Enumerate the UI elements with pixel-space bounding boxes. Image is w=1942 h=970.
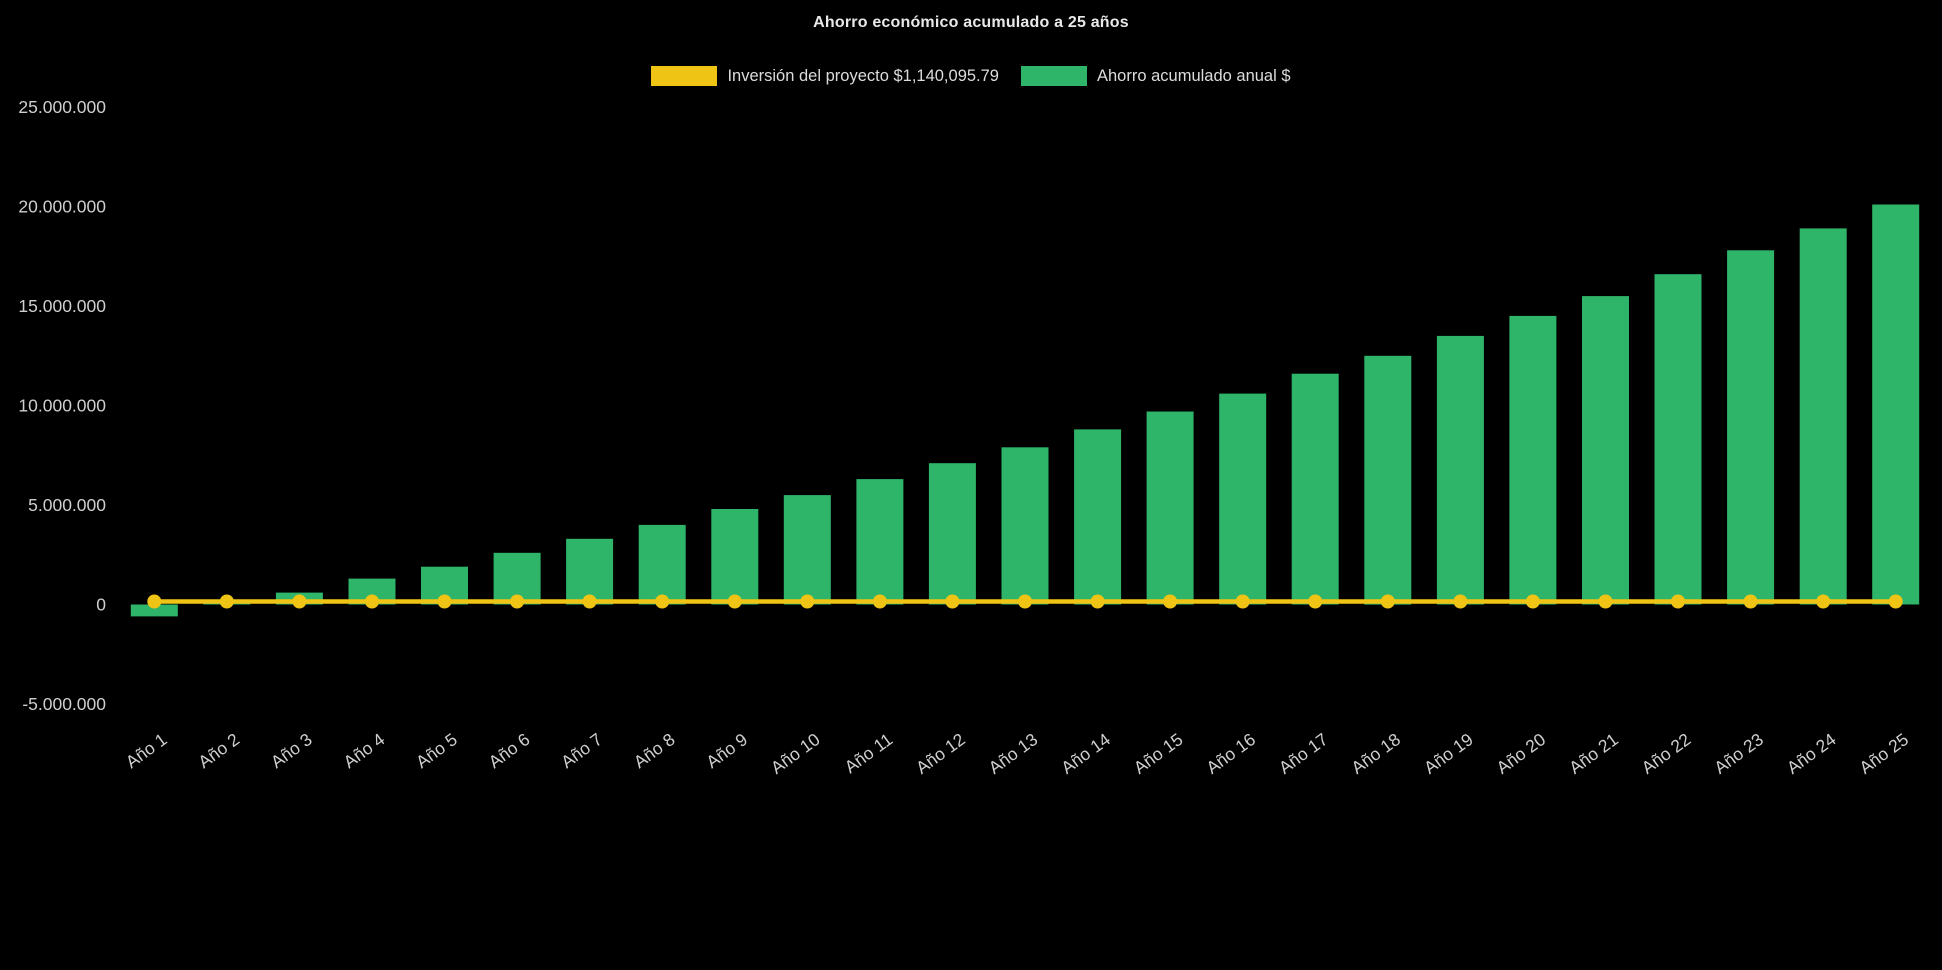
investment-point-año-22 <box>1671 594 1685 609</box>
x-tick-año-2: Año 2 <box>194 729 243 772</box>
x-tick-año-11: Año 11 <box>841 729 897 777</box>
bar-año-15 <box>1146 411 1194 605</box>
x-tick-año-10: Año 10 <box>767 729 824 778</box>
y-tick-10000000: 10.000.000 <box>18 396 106 416</box>
x-tick-año-3: Año 3 <box>267 729 316 772</box>
bar-año-7 <box>566 538 614 605</box>
y-tick-15000000: 15.000.000 <box>18 296 106 316</box>
x-tick-año-23: Año 23 <box>1710 729 1767 778</box>
investment-point-año-20 <box>1525 594 1540 609</box>
bar-año-18 <box>1364 355 1412 605</box>
investment-point-año-16 <box>1235 594 1250 609</box>
legend-swatch-ahorro <box>1020 66 1087 86</box>
x-tick-año-24: Año 24 <box>1783 729 1840 778</box>
bar-año-1 <box>130 604 178 617</box>
y-tick--5000000: -5.000.000 <box>22 694 106 714</box>
bar-año-25 <box>1872 204 1920 605</box>
investment-point-año-8 <box>655 594 670 609</box>
x-tick-año-18: Año 18 <box>1348 729 1405 778</box>
investment-point-año-17 <box>1308 594 1323 609</box>
legend-label-ahorro: Ahorro acumulado anual $ <box>1096 66 1291 85</box>
y-tick-20000000: 20.000.000 <box>18 197 106 217</box>
investment-point-año-21 <box>1598 594 1613 609</box>
bar-año-8 <box>638 524 686 605</box>
x-tick-año-20: Año 20 <box>1493 729 1550 778</box>
legend-item-ahorro[interactable]: Ahorro acumulado anual $ <box>1020 66 1291 86</box>
bar-año-22 <box>1654 274 1702 605</box>
investment-point-año-1 <box>147 594 162 609</box>
investment-point-año-24 <box>1816 594 1831 609</box>
bar-año-10 <box>783 495 831 605</box>
bar-año-17 <box>1291 373 1339 605</box>
bar-año-9 <box>711 509 759 605</box>
x-tick-año-7: Año 7 <box>557 729 606 772</box>
investment-point-año-9 <box>727 594 742 609</box>
investment-point-año-11 <box>872 594 887 609</box>
x-tick-año-13: Año 13 <box>985 729 1042 778</box>
legend-swatch-inversion <box>651 66 718 86</box>
x-tick-año-19: Año 19 <box>1420 729 1477 778</box>
investment-point-año-19 <box>1453 594 1468 609</box>
legend-label-inversion: Inversión del proyecto $1,140,095.79 <box>727 66 999 85</box>
bar-año-23 <box>1727 250 1775 605</box>
y-tick-5000000: 5.000.000 <box>28 495 106 515</box>
bar-año-11 <box>856 479 904 605</box>
investment-point-año-10 <box>800 594 815 609</box>
investment-point-año-18 <box>1380 594 1395 609</box>
x-tick-año-25: Año 25 <box>1855 729 1912 778</box>
x-tick-año-16: Año 16 <box>1202 729 1259 778</box>
investment-point-año-23 <box>1743 594 1758 609</box>
x-tick-año-17: Año 17 <box>1275 729 1332 778</box>
bar-año-21 <box>1582 296 1629 605</box>
legend-item-inversion[interactable]: Inversión del proyecto $1,140,095.79 <box>651 66 999 86</box>
bar-año-20 <box>1509 315 1557 605</box>
investment-point-año-3 <box>292 594 307 609</box>
investment-point-año-15 <box>1163 594 1178 609</box>
investment-point-año-12 <box>945 594 960 609</box>
bar-año-16 <box>1219 393 1267 605</box>
y-tick-0: 0 <box>96 595 106 615</box>
investment-point-año-6 <box>510 594 525 609</box>
y-tick-25000000: 25.000.000 <box>18 97 106 117</box>
chart-legend: Inversión del proyecto $1,140,095.79 Aho… <box>0 66 1942 86</box>
x-tick-año-14: Año 14 <box>1057 729 1114 778</box>
investment-point-año-14 <box>1090 594 1105 609</box>
chart-title: Ahorro económico acumulado a 25 años <box>813 14 1129 31</box>
bar-año-13 <box>1001 447 1049 605</box>
bar-año-24 <box>1799 228 1847 605</box>
x-tick-año-4: Año 4 <box>340 729 389 772</box>
bar-año-19 <box>1436 335 1484 605</box>
investment-point-año-25 <box>1888 594 1903 609</box>
x-tick-año-15: Año 15 <box>1130 729 1187 778</box>
investment-point-año-4 <box>365 594 379 609</box>
investment-point-año-13 <box>1018 594 1032 609</box>
x-tick-año-6: Año 6 <box>485 729 534 772</box>
bar-año-12 <box>928 463 976 605</box>
x-tick-año-21: Año 21 <box>1565 729 1622 778</box>
x-tick-año-5: Año 5 <box>412 729 461 772</box>
x-tick-año-22: Año 22 <box>1638 729 1695 778</box>
x-tick-año-1: Año 1 <box>122 729 171 772</box>
x-tick-año-9: Año 9 <box>702 729 751 772</box>
bar-año-14 <box>1074 429 1122 605</box>
investment-point-año-7 <box>582 594 597 609</box>
x-tick-año-12: Año 12 <box>912 729 969 778</box>
investment-point-año-2 <box>219 594 234 609</box>
investment-point-año-5 <box>437 594 452 609</box>
x-tick-año-8: Año 8 <box>630 729 679 772</box>
